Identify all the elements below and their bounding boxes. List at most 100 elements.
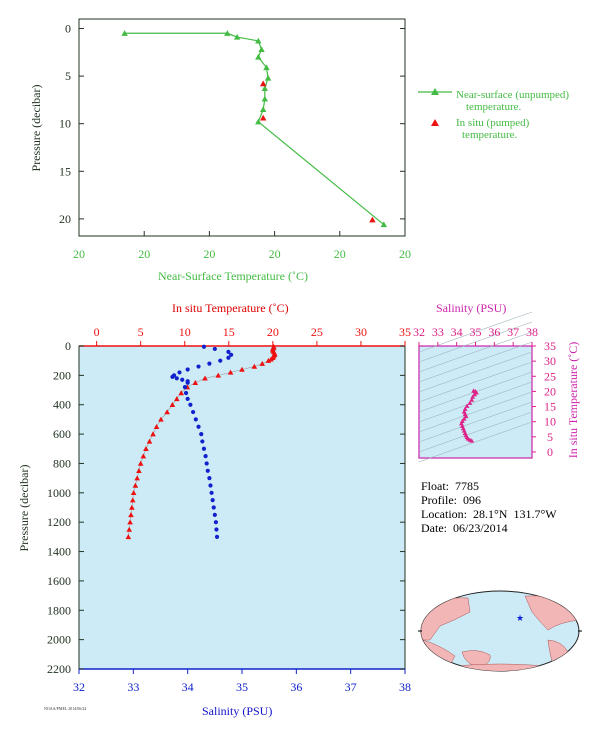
ts-x-tick-label: 34 (451, 325, 463, 339)
ts-point (467, 400, 473, 405)
near-surface-y-axis: 0 5 10 15 20 (59, 22, 405, 226)
salinity-point (204, 461, 209, 466)
near-surface-point (255, 37, 262, 44)
temperature-point (215, 372, 222, 378)
salinity-tick-label: 34 (182, 680, 194, 694)
temperature-point (164, 409, 170, 415)
salinity-point (208, 483, 213, 488)
temperature-point (251, 363, 258, 369)
temperature-axis: 0 5 10 15 20 25 30 35 (94, 325, 411, 346)
ts-y-tick-label: 15 (544, 400, 556, 414)
temperature-point (126, 526, 133, 532)
ts-point (469, 397, 475, 402)
ts-density-contours (418, 311, 533, 463)
temperature-point (227, 369, 234, 375)
temperature-point (202, 375, 208, 381)
salinity-tick-label: 37 (345, 680, 357, 694)
footer-code: NOAA/PMEL 2014/06/24 (44, 706, 87, 711)
legend-near-surface-triangle-icon (431, 88, 439, 95)
near-surface-point (264, 74, 272, 81)
salinity-point (174, 376, 179, 381)
near-surface-point (224, 30, 231, 36)
temperature-point (169, 401, 176, 407)
near-surface-x-label: Near-Surface Temperature (˚C) (158, 269, 308, 283)
ts-x-tick-label: 32 (413, 325, 425, 339)
temperature-point (174, 396, 180, 402)
near-surface-x-tick-label: 20 (399, 247, 411, 261)
legend-near-surface-label-1: Near-surface (unpumped) (456, 89, 570, 101)
salinity-axis-label: Salinity (PSU) (202, 704, 272, 718)
main-y-tick-label: 400 (53, 398, 71, 412)
near-surface-point (233, 33, 241, 40)
float-label: Float: (421, 479, 450, 493)
temperature-point (136, 467, 142, 474)
salinity-point (218, 358, 223, 363)
salinity-point (212, 346, 217, 352)
salinity-tick-label: 38 (399, 680, 411, 694)
salinity-point (203, 454, 208, 459)
main-y-tick-label: 1400 (47, 545, 71, 559)
near-surface-point (259, 106, 267, 112)
salinity-point (180, 377, 185, 382)
ts-y-tick-label: 0 (547, 445, 553, 459)
main-profile-panel: 0200400600800100012001400160018002000220… (17, 301, 411, 718)
near-surface-point (263, 64, 270, 71)
near-surface-y-tick-label: 5 (65, 69, 71, 83)
main-y-label: Pressure (decibar) (17, 465, 31, 552)
date-value: 06/23/2014 (453, 521, 508, 535)
temperature-tick-label: 25 (311, 325, 323, 339)
in-situ-point (369, 216, 376, 223)
main-y-tick-label: 200 (53, 368, 71, 382)
near-surface-point (255, 53, 262, 60)
main-y-tick-label: 1200 (47, 515, 71, 529)
near-surface-x-axis: 20 20 20 20 20 20 (73, 231, 411, 261)
main-y-axis: 0 200 400 600 800 1000 1200 1400 1600 1800 2000 220… (47, 339, 405, 676)
salinity-point (191, 409, 196, 415)
temperature-point (239, 366, 245, 372)
ts-density-contour (418, 411, 533, 453)
near-surface-point (261, 85, 269, 92)
salinity-point (213, 520, 219, 525)
profile-label: Profile: (421, 493, 457, 507)
near-surface-y-tick-label: 15 (59, 164, 71, 178)
ts-density-contour (418, 341, 533, 383)
ts-density-contour (418, 391, 533, 433)
legend-in-situ-label-1: In situ (pumped) (456, 117, 530, 129)
ts-point (472, 392, 477, 397)
salinity-point (209, 490, 214, 495)
temperature-point (125, 534, 132, 540)
ts-density-contour (418, 361, 533, 403)
salinity-point (226, 355, 231, 360)
near-surface-plot-frame (78, 18, 406, 237)
temperature-point (153, 423, 160, 429)
legend-near-surface: Near-surface (unpumped) temperature. (456, 89, 569, 113)
temperature-point (158, 416, 164, 422)
ts-y-tick-label: 5 (547, 430, 553, 444)
salinity-point (200, 439, 205, 444)
main-plot-area (78, 345, 406, 670)
temperature-point (265, 357, 272, 363)
temperature-point (178, 390, 185, 396)
ts-point (469, 438, 475, 443)
near-surface-x-tick-label: 20 (138, 247, 150, 261)
salinity-point (214, 534, 220, 539)
ts-x-axis: 32 33 34 35 36 37 38 (413, 325, 538, 346)
salinity-tick-label: 36 (290, 680, 302, 694)
ts-density-contour (418, 351, 533, 393)
salinity-tick-label: 35 (236, 680, 248, 694)
salinity-point (207, 361, 212, 366)
temperature-point (129, 497, 136, 503)
ts-y-tick-label: 25 (544, 369, 556, 383)
ts-y-label: In situ Temperature (˚C) (566, 342, 580, 459)
in-situ-point (259, 114, 267, 121)
salinity-point (205, 468, 210, 473)
ts-density-contour (418, 381, 533, 423)
ts-x-tick-label: 38 (526, 325, 538, 339)
ts-x-label: Salinity (PSU) (436, 301, 506, 315)
temperature-point (259, 360, 266, 366)
salinity-point (207, 476, 212, 481)
float-info: Float: 7785 Profile: 096 Location: 28.1°… (421, 479, 557, 535)
ts-x-tick-label: 36 (488, 325, 500, 339)
ts-density-contour (418, 401, 533, 443)
